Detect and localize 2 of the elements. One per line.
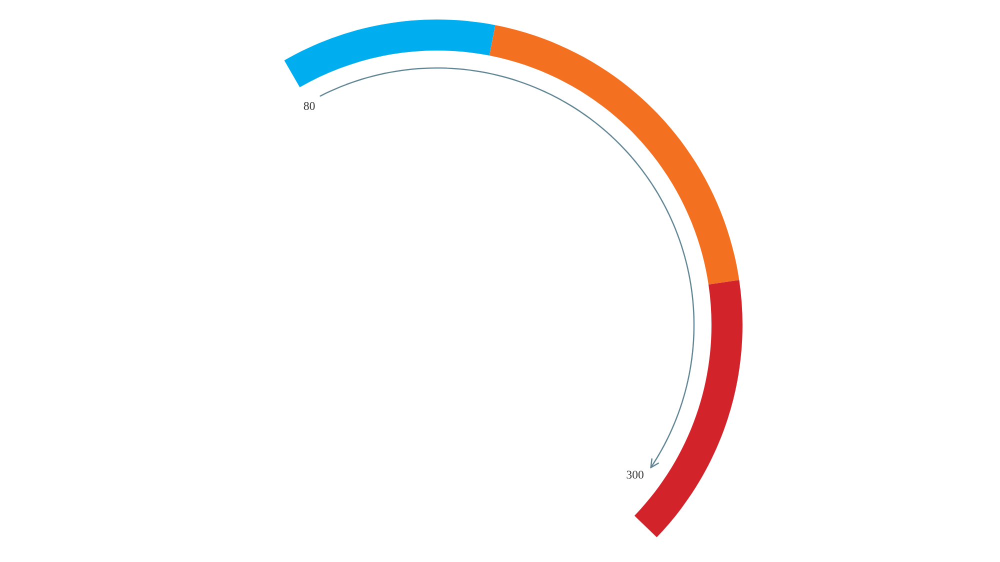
text: 80 <box>304 102 315 110</box>
text: 300 <box>626 470 644 479</box>
